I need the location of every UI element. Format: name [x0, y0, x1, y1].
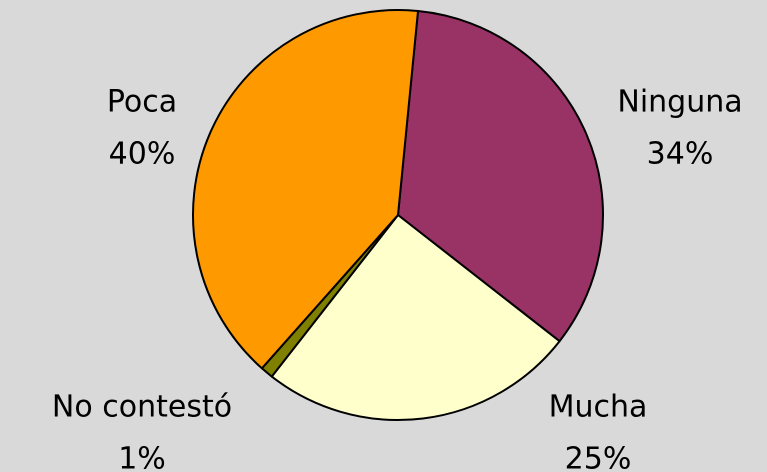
- pie-slice: [397, 9, 604, 343]
- slice-value-label: 1%: [118, 442, 166, 472]
- slice-value-label: 34%: [647, 137, 714, 172]
- slice-value-label: 25%: [565, 442, 632, 472]
- pie-slice: [270, 214, 561, 421]
- slice-value-label: 40%: [109, 137, 176, 172]
- slice-label: Poca: [107, 85, 177, 120]
- slice-label: Mucha: [549, 390, 648, 425]
- slice-label: No contestó: [52, 390, 232, 425]
- pie-slice: [192, 9, 420, 370]
- slice-label: Ninguna: [617, 85, 742, 120]
